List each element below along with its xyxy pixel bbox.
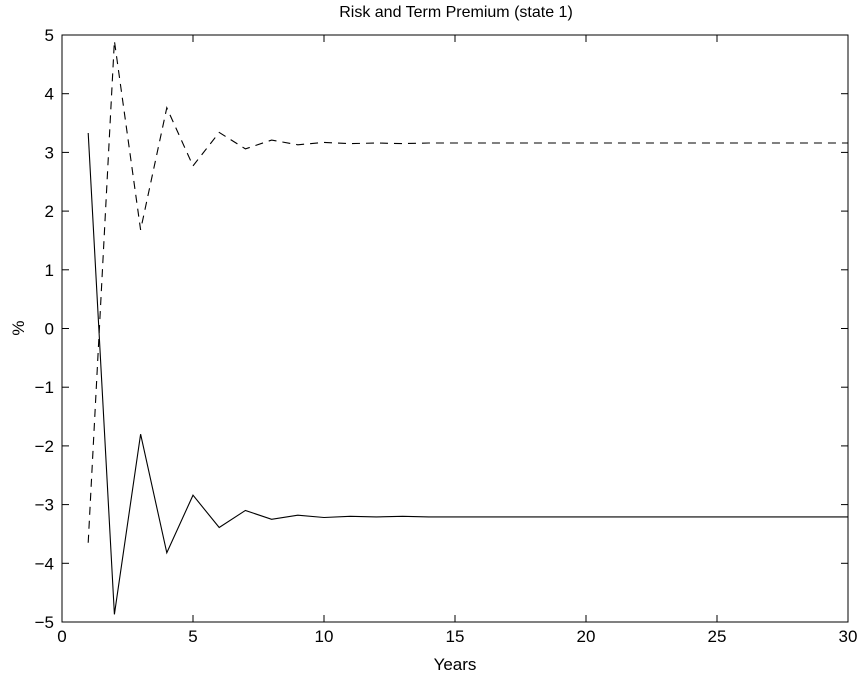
x-tick-label: 5 [188, 627, 197, 646]
plot-frame [61, 34, 849, 623]
x-axis-ticks: 0 5 10 15 20 25 30 [57, 35, 857, 646]
y-tick-label: −3 [35, 496, 54, 515]
x-tick-label: 15 [446, 627, 465, 646]
series-layer [87, 40, 848, 615]
series-solid-line [87, 133, 848, 615]
y-tick-label: 3 [45, 143, 54, 162]
y-tick-label: −4 [35, 554, 54, 573]
y-axis-ticks: 5 4 3 2 1 0 −1 −2 −3 −4 −5 [35, 26, 848, 632]
series-dashed-line [87, 40, 848, 543]
x-tick-label: 25 [708, 627, 727, 646]
y-tick-label: 1 [45, 261, 54, 280]
y-tick-label: 5 [45, 26, 54, 45]
y-tick-label: −5 [35, 613, 54, 632]
x-tick-label: 10 [315, 627, 334, 646]
x-tick-label: 30 [839, 627, 858, 646]
y-tick-label: −1 [35, 378, 54, 397]
chart-title: Risk and Term Premium (state 1) [339, 4, 573, 21]
y-tick-label: 0 [45, 320, 54, 339]
x-tick-label: 0 [57, 627, 66, 646]
y-tick-label: −2 [35, 437, 54, 456]
y-tick-label: 4 [45, 85, 54, 104]
y-axis-label: % [9, 320, 28, 335]
x-tick-label: 20 [577, 627, 596, 646]
y-tick-label: 2 [45, 202, 54, 221]
x-axis-label: Years [434, 655, 477, 674]
